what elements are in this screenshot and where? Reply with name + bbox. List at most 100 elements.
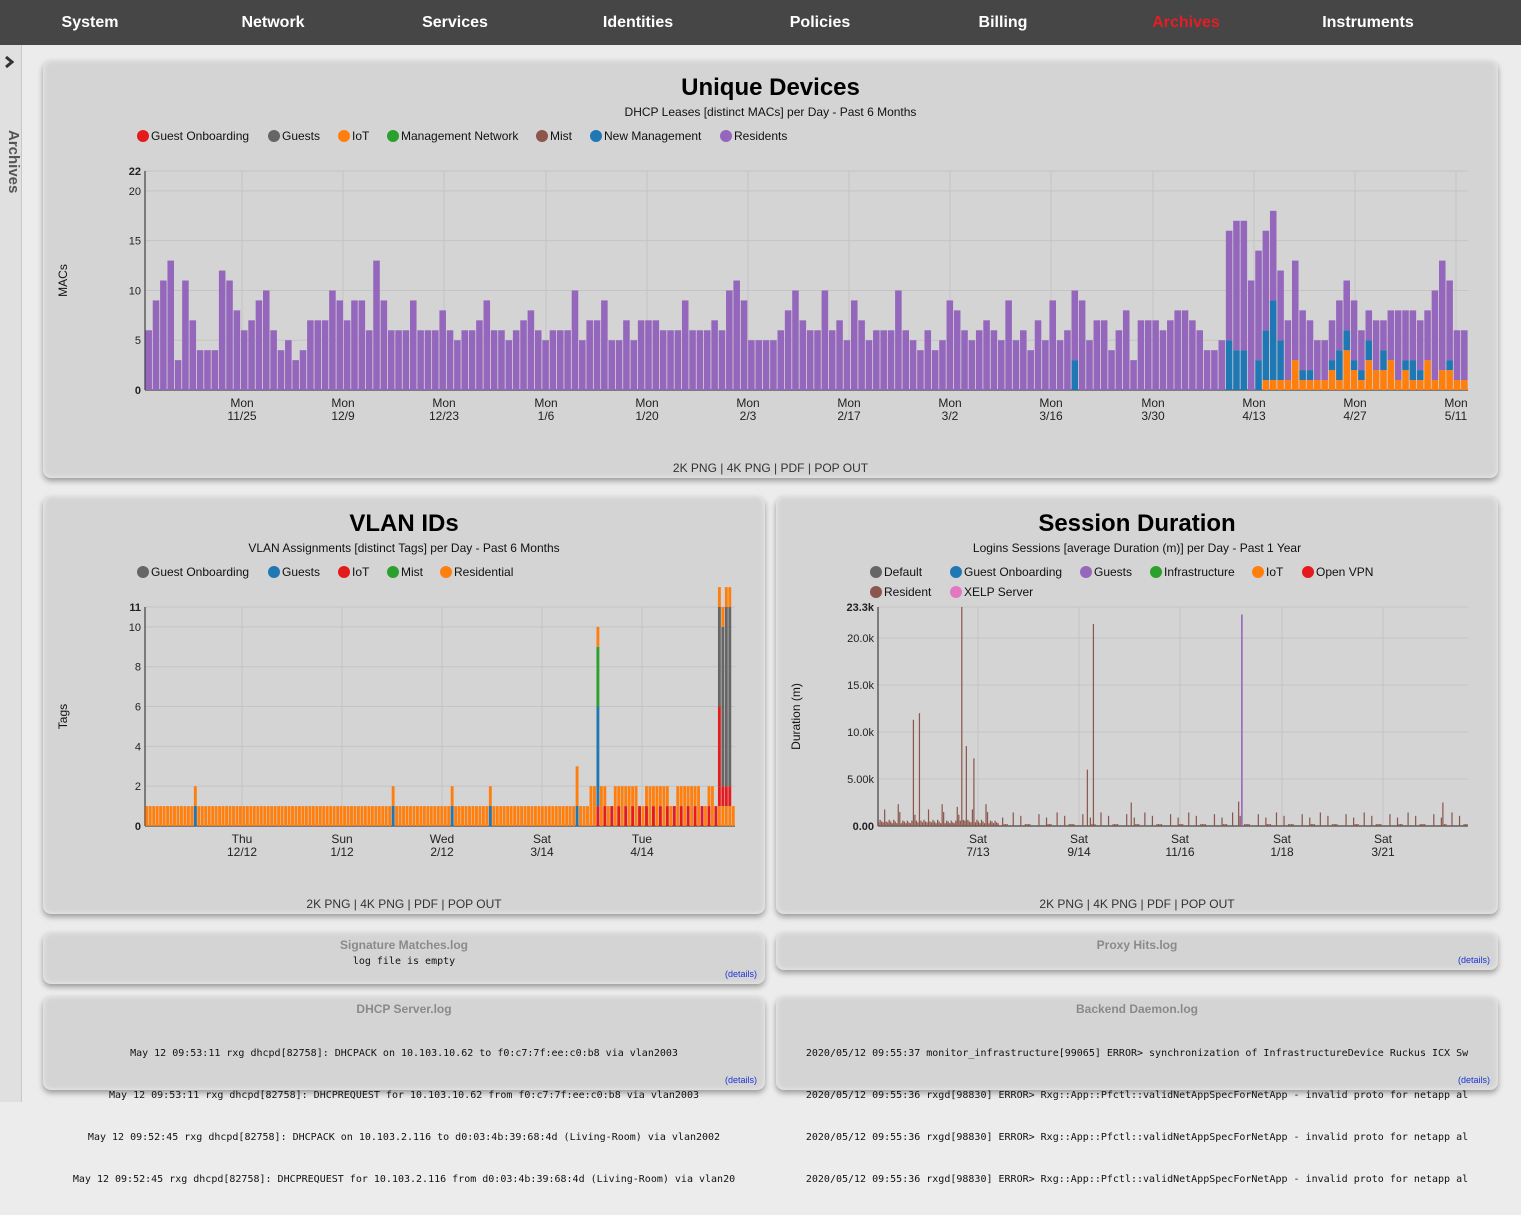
legend-item[interactable]: Residential: [440, 565, 513, 579]
legend-item[interactable]: IoT: [338, 565, 369, 579]
legend-item[interactable]: Residents: [720, 129, 787, 143]
bar-segment: [1358, 330, 1365, 371]
bar-segment: [527, 806, 530, 826]
legend-item[interactable]: XELP Server: [950, 585, 1033, 599]
pop-out-link[interactable]: POP OUT: [1180, 897, 1235, 911]
nav-network[interactable]: Network: [241, 14, 305, 31]
bar-segment: [1086, 769, 1088, 826]
x-tick-label: 12/23: [429, 409, 459, 423]
bar-segment: [924, 821, 927, 826]
export-2k-png-link[interactable]: 2K PNG: [672, 461, 717, 475]
legend-item[interactable]: Mist: [387, 565, 423, 579]
bar-segment: [1064, 815, 1066, 826]
bar-segment: [991, 821, 993, 826]
bar-segment: [887, 822, 889, 826]
sidebar-label[interactable]: Archives: [5, 130, 22, 194]
bar-segment: [248, 320, 255, 390]
bar-segment: [1135, 824, 1137, 826]
export-4k-png-link[interactable]: 4K PNG: [360, 897, 405, 911]
nav-policies[interactable]: Policies: [789, 14, 851, 31]
bar-segment: [169, 806, 173, 826]
bar-segment: [940, 823, 942, 826]
bar-segment: [953, 823, 955, 826]
nav-services[interactable]: Services: [422, 14, 488, 31]
legend-item[interactable]: Mist: [536, 129, 572, 143]
export-4k-png-link[interactable]: 4K PNG: [726, 461, 771, 475]
bar-segment: [900, 823, 902, 826]
bar-segment: [920, 820, 922, 826]
bar-segment: [873, 330, 880, 390]
bar-segment: [299, 350, 307, 390]
nav-archives[interactable]: Archives: [1152, 14, 1220, 31]
bar-segment: [717, 706, 721, 787]
legend-item[interactable]: Default: [870, 565, 922, 579]
bar-segment: [575, 766, 579, 807]
bar-segment: [450, 786, 454, 807]
legend-item[interactable]: Guests: [268, 565, 320, 579]
nav-identities[interactable]: Identities: [602, 14, 674, 31]
bar-segment: [697, 786, 700, 807]
bar-segment: [690, 806, 694, 826]
log-lines: 2020/05/12 09:55:37 monitor_infrastructu…: [776, 1019, 1498, 1215]
x-tick-label: 11/16: [1165, 845, 1194, 859]
bar-segment: [579, 340, 586, 390]
bar-segment: [200, 806, 204, 826]
bar-segment: [620, 806, 624, 826]
bar-segment: [964, 820, 966, 826]
details-link[interactable]: (details): [1457, 1075, 1490, 1085]
export-pdf-link[interactable]: PDF: [414, 897, 439, 911]
legend-item[interactable]: Guest Onboarding: [137, 565, 249, 579]
bar-segment: [1050, 824, 1052, 826]
details-link[interactable]: (details): [724, 969, 757, 979]
bar-segment: [1169, 814, 1172, 826]
bar-segment: [596, 646, 600, 707]
legend-item[interactable]: Guest Onboarding: [137, 129, 249, 143]
legend-label: Guests: [1094, 565, 1133, 579]
bar-segment: [255, 300, 263, 390]
x-tick-label: Thu: [232, 832, 253, 846]
legend-item[interactable]: Guest Onboarding: [950, 565, 1062, 579]
legend-item[interactable]: IoT: [1252, 565, 1283, 579]
legend-item[interactable]: IoT: [338, 129, 369, 143]
bar-segment: [717, 786, 721, 807]
bar-segment: [450, 806, 454, 826]
legend-label: IoT: [352, 565, 370, 579]
legend-item[interactable]: Infrastructure: [1150, 565, 1235, 579]
bar-segment: [880, 330, 887, 390]
x-tick-label: Mon: [837, 396, 860, 410]
legend-item[interactable]: Resident: [870, 585, 931, 599]
bar-segment: [1416, 370, 1424, 381]
legend-item[interactable]: Open VPN: [1302, 565, 1373, 579]
export-2k-png-link[interactable]: 2K PNG: [1039, 897, 1084, 911]
legend-item[interactable]: Management Network: [387, 129, 518, 143]
nav-instruments[interactable]: Instruments: [1322, 14, 1414, 31]
bar-segment: [315, 806, 319, 826]
bar-segment: [909, 823, 911, 826]
bar-segment: [410, 300, 417, 390]
pop-out-link[interactable]: POP OUT: [814, 461, 869, 475]
details-link[interactable]: (details): [724, 1075, 757, 1085]
nav-system[interactable]: System: [61, 14, 119, 31]
legend-item[interactable]: New Management: [590, 129, 701, 143]
x-tick-label: 4/27: [1343, 409, 1367, 423]
legend-item[interactable]: Guests: [1080, 565, 1132, 579]
export-pdf-link[interactable]: PDF: [1147, 897, 1172, 911]
bar-segment: [1357, 824, 1359, 826]
bar-segment: [707, 806, 711, 826]
export-2k-png-link[interactable]: 2K PNG: [306, 897, 351, 911]
bar-segment: [1415, 815, 1417, 826]
bar-segment: [1068, 824, 1070, 826]
sidebar-toggle-button[interactable]: [0, 51, 21, 73]
export-pdf-link[interactable]: PDF: [780, 461, 805, 475]
legend-item[interactable]: Guests: [268, 129, 320, 143]
bar-segment: [1289, 824, 1291, 826]
bar-segment: [615, 340, 623, 390]
export-4k-png-link[interactable]: 4K PNG: [1093, 897, 1138, 911]
bar-segment: [1211, 350, 1218, 390]
bar-segment: [700, 806, 704, 826]
nav-billing[interactable]: Billing: [978, 14, 1028, 31]
details-link[interactable]: (details): [1457, 955, 1490, 965]
pop-out-link[interactable]: POP OUT: [447, 897, 502, 911]
bar-segment: [1266, 824, 1269, 826]
legend-label: XELP Server: [964, 585, 1034, 599]
